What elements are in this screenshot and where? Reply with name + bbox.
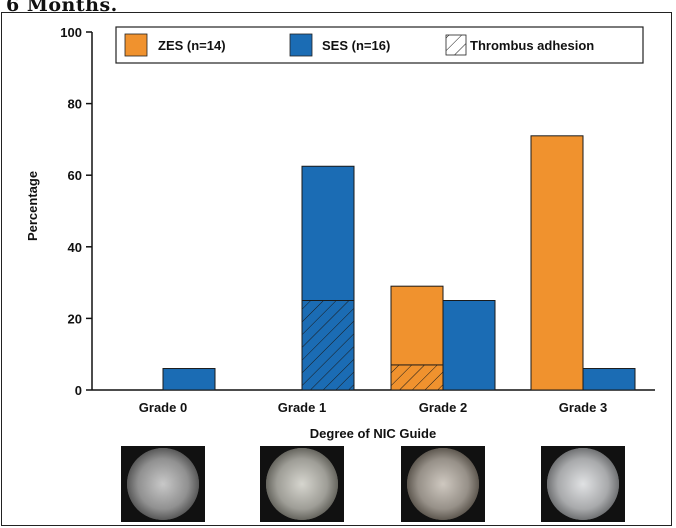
legend: ZES (n=14) SES (n=16) Thrombus adhesion — [115, 26, 644, 64]
y-tick-label: 60 — [68, 168, 82, 183]
x-tick-label: Grade 2 — [419, 400, 467, 415]
bar-thrombus-overlay — [390, 364, 444, 391]
bar-ses-grade-2 — [442, 300, 496, 391]
x-tick-label: Grade 0 — [139, 400, 187, 415]
y-tick-label: 40 — [68, 240, 82, 255]
bar-thrombus-overlay — [301, 300, 355, 391]
grade-0-angioscopy-image — [121, 446, 205, 522]
grade-1-angioscopy-image — [260, 446, 344, 522]
x-tick-label: Grade 1 — [278, 400, 326, 415]
legend-swatch-zes — [124, 33, 148, 57]
bar-zes-grade-3 — [530, 135, 584, 391]
grade-3-angioscopy-image — [541, 446, 625, 522]
grade-2-angioscopy-image — [401, 446, 485, 522]
x-tick-label: Grade 3 — [559, 400, 607, 415]
legend-swatch-thrombus — [445, 34, 467, 56]
legend-label-thrombus: Thrombus adhesion — [470, 38, 594, 53]
legend-label-ses: SES (n=16) — [322, 38, 390, 53]
y-tick-label: 20 — [68, 311, 82, 326]
y-tick-label: 100 — [60, 25, 82, 40]
bar-ses-grade-3 — [582, 368, 636, 391]
legend-swatch-ses — [289, 33, 313, 57]
y-tick-label: 0 — [75, 383, 82, 398]
legend-box — [115, 26, 644, 64]
y-tick-label: 80 — [68, 97, 82, 112]
legend-label-zes: ZES (n=14) — [158, 38, 226, 53]
x-axis-title: Degree of NIC Guide — [310, 426, 436, 441]
bar-ses-grade-0 — [162, 368, 216, 391]
y-axis-title: Percentage — [25, 171, 40, 241]
